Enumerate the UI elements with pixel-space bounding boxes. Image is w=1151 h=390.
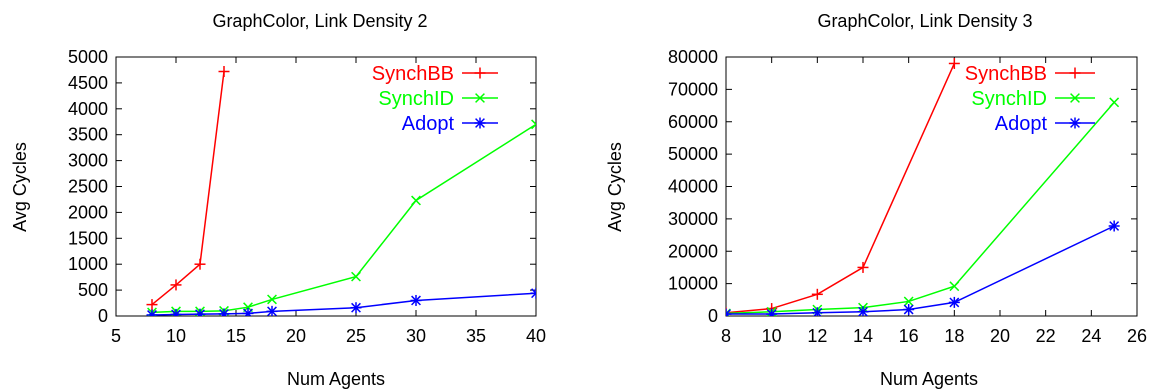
y-tick-label: 20000 [668,241,718,261]
x-tick-label: 14 [853,326,873,346]
legend-marker-synchbb [474,67,486,79]
y-tick-label: 5000 [68,47,108,67]
data-point-adopt [146,309,158,316]
y-axis-label: Avg Cycles [605,142,625,232]
data-point-adopt [1108,220,1120,232]
plot-frame [725,56,1138,317]
data-point-synchbb [948,57,960,69]
x-tick-label: 22 [1036,326,1056,346]
data-point-synchid [949,281,960,292]
data-point-adopt [903,304,915,316]
y-tick-label: 50000 [668,144,718,164]
plot-frame [115,56,537,317]
y-tick-label: 70000 [668,79,718,99]
x-tick-label: 12 [807,326,827,346]
y-tick-label: 4500 [68,73,108,93]
x-tick-label: 18 [944,326,964,346]
data-point-adopt [766,308,778,316]
data-point-synchbb [194,258,206,270]
chart-panel-left: GraphColor, Link Density 2 Avg Cycles Nu… [0,0,560,390]
y-tick-label: 3500 [68,125,108,145]
data-point-adopt [350,302,362,314]
data-point-adopt [530,287,536,299]
x-tick-label: 16 [899,326,919,346]
data-point-synchid [267,294,277,305]
data-point-adopt [410,294,422,306]
legend-label-synchid: SynchID [971,88,1047,110]
legend-label-adopt: Adopt [402,113,455,135]
data-point-synchid [531,119,536,130]
chart-panel-right: GraphColor, Link Density 3 Avg Cycles Nu… [580,0,1151,390]
series-line-synchid [726,101,1115,315]
data-point-synchbb [170,279,182,291]
x-axis-label: Num Agents [880,369,978,389]
legend-marker-synchid [1070,93,1080,103]
data-point-synchid [1109,97,1120,108]
y-tick-label: 0 [708,306,718,326]
x-tick-label: 15 [226,326,246,346]
legend-marker-adopt [474,117,486,129]
chart-title: GraphColor, Link Density 3 [817,11,1032,31]
y-tick-label: 2500 [68,177,108,197]
legend-label-synchid: SynchID [378,88,454,110]
x-axis-label: Num Agents [287,369,385,389]
series-line-synchid [151,123,536,314]
x-tick-label: 20 [286,326,306,346]
x-tick-label: 30 [406,326,426,346]
data-point-synchbb [857,261,869,273]
legend-label-synchbb: SynchBB [372,63,454,85]
y-tick-label: 80000 [668,47,718,67]
data-point-adopt [266,305,278,316]
data-point-synchbb [811,288,823,300]
data-point-adopt [811,307,823,316]
chart-left-svg: GraphColor, Link Density 2 Avg Cycles Nu… [10,11,546,389]
chart-title: GraphColor, Link Density 2 [212,11,427,31]
data-point-adopt [194,308,206,316]
data-point-synchbb [218,66,230,78]
y-tick-label: 30000 [668,209,718,229]
legend-marker-adopt [1069,117,1081,129]
y-tick-label: 1000 [68,254,108,274]
y-tick-label: 60000 [668,112,718,132]
y-tick-label: 0 [98,306,108,326]
y-tick-label: 1500 [68,228,108,248]
x-tick-label: 20 [990,326,1010,346]
data-point-adopt [242,307,254,316]
y-tick-label: 10000 [668,274,718,294]
legend-marker-synchid [475,93,485,103]
y-tick-label: 40000 [668,177,718,197]
data-point-adopt [857,306,869,316]
x-tick-label: 10 [166,326,186,346]
chart-right-svg: GraphColor, Link Density 3 Avg Cycles Nu… [605,11,1147,389]
x-tick-label: 24 [1081,326,1101,346]
series-line-adopt [726,225,1115,315]
x-tick-label: 8 [721,326,731,346]
data-point-synchid [411,195,421,206]
data-point-adopt [218,308,230,316]
y-tick-label: 4000 [68,99,108,119]
y-tick-label: 500 [78,280,108,300]
x-tick-label: 25 [346,326,366,346]
data-point-adopt [948,296,960,308]
legend-label-synchbb: SynchBB [965,63,1047,85]
data-point-synchid [351,271,361,282]
data-point-adopt [170,308,182,316]
y-tick-label: 2000 [68,202,108,222]
x-tick-label: 35 [466,326,486,346]
plot-area [726,57,1120,316]
legend-marker-synchbb [1069,67,1081,79]
data-point-adopt [726,308,732,316]
y-tick-label: 3000 [68,151,108,171]
x-tick-label: 5 [111,326,121,346]
data-point-synchid [903,296,914,307]
plot-area [146,66,536,316]
legend-label-adopt: Adopt [995,113,1048,135]
x-tick-label: 40 [526,326,546,346]
x-tick-label: 10 [762,326,782,346]
data-point-synchbb [146,299,158,311]
series-line-synchbb [151,71,225,306]
y-axis-label: Avg Cycles [10,142,30,232]
series-line-synchbb [726,63,956,314]
x-tick-label: 26 [1127,326,1147,346]
